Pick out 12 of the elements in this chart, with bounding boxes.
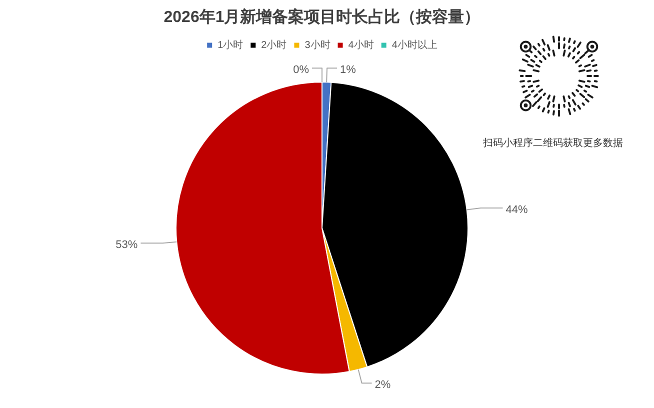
legend-label: 4小时以上 [392, 38, 438, 51]
data-label: 1% [340, 64, 356, 76]
data-label: 53% [116, 239, 138, 252]
legend-label: 4小时 [348, 38, 374, 51]
text: 扫码小程序二维码获取更多数据 [482, 136, 623, 149]
data-label: 2% [374, 379, 391, 392]
chart-title: 2026年1月新增备案项目时长占比（按容量） [164, 7, 480, 26]
legend-label: 3小时 [304, 38, 330, 51]
data-label: 44% [506, 204, 528, 216]
text: 0% [293, 64, 309, 76]
legend-label: 2小时 [261, 38, 287, 51]
legend-label: 1小时 [218, 38, 244, 51]
